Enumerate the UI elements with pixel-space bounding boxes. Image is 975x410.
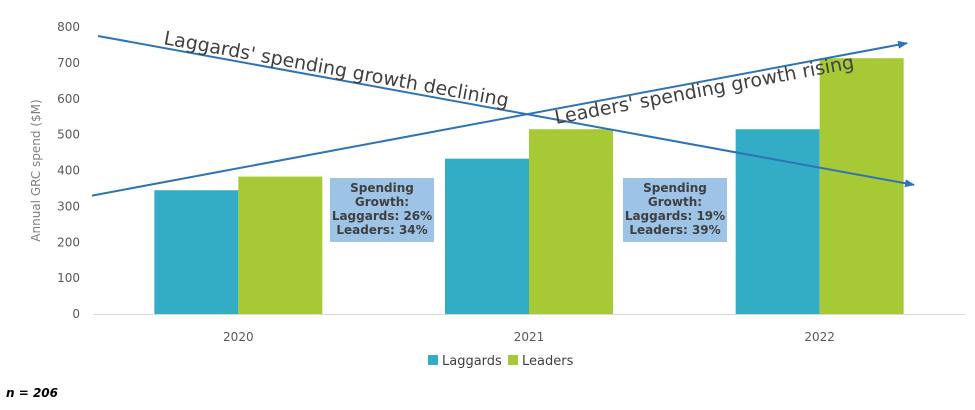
growth-box-line: Growth: — [648, 195, 702, 209]
bar-leaders-2021 — [529, 129, 613, 314]
y-tick-label: 300 — [57, 199, 80, 213]
growth-box-line: Leaders: 34% — [336, 223, 427, 237]
legend: Laggards Leaders — [428, 354, 574, 369]
x-tick-label: 2020 — [223, 330, 254, 344]
legend-swatch-leaders — [508, 355, 518, 365]
bar-laggards-2022 — [735, 129, 820, 314]
legend-label-laggards: Laggards — [442, 354, 502, 369]
y-tick-label: 400 — [57, 164, 80, 178]
legend-label-leaders: Leaders — [522, 354, 574, 369]
y-tick-label: 500 — [57, 128, 80, 142]
bar-laggards-2021 — [445, 158, 529, 314]
growth-box-line: Laggards: 26% — [332, 209, 432, 223]
x-tick-label: 2022 — [804, 330, 835, 344]
growth-box — [330, 178, 434, 242]
growth-box-line: Growth: — [355, 195, 409, 209]
x-axis: 2020 2021 2022 — [223, 330, 835, 344]
y-tick-label: 100 — [57, 271, 80, 285]
growth-box-line: Spending — [643, 181, 707, 195]
legend-swatch-laggards — [428, 355, 438, 365]
bar-leaders-2022 — [819, 58, 904, 315]
y-axis-label: Annual GRC spend ($M) — [29, 99, 43, 241]
y-axis: 0 100 200 300 400 500 600 700 800 Annual GRC spen… — [29, 20, 80, 321]
grc-spend-chart: 0 100 200 300 400 500 600 700 800 Annual GRC spen… — [29, 20, 965, 369]
y-tick-label: 600 — [57, 92, 80, 106]
growth-box — [623, 178, 727, 242]
x-tick-label: 2021 — [514, 330, 545, 344]
bars — [154, 58, 904, 315]
laggards-trend-label: Laggards' spending growth declining — [162, 27, 510, 112]
growth-box-line: Laggards: 19% — [625, 209, 725, 223]
bar-laggards-2020 — [154, 190, 239, 314]
bar-leaders-2020 — [238, 176, 323, 314]
leaders-trend-label: Leaders' spending growth rising — [553, 51, 856, 129]
y-tick-label: 0 — [72, 307, 80, 321]
leaders-trend-line — [91, 40, 908, 197]
laggards-trend-line — [97, 34, 915, 188]
y-tick-label: 200 — [57, 235, 80, 249]
sample-size-note: n = 206 — [6, 386, 59, 400]
growth-box-line: Leaders: 39% — [629, 223, 720, 237]
y-tick-label: 800 — [57, 20, 80, 34]
y-tick-label: 700 — [57, 56, 80, 70]
growth-box-line: Spending — [350, 181, 414, 195]
